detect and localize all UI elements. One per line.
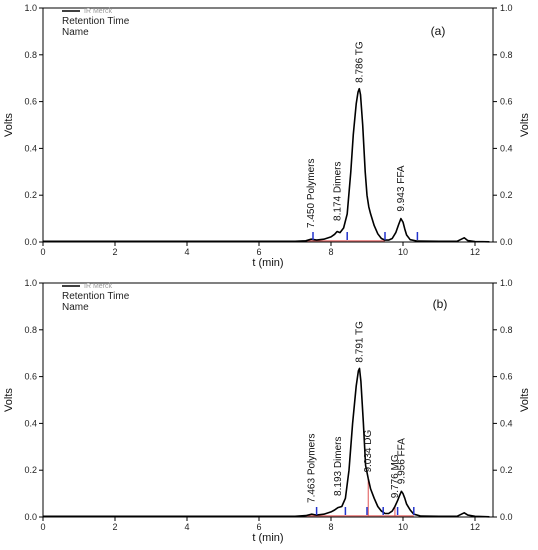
y-tick-label-right: 1.0 — [500, 3, 513, 13]
peak-label: 8.791 TG — [354, 321, 365, 363]
y-tick-label-left: 0.2 — [24, 190, 37, 200]
y-tick-label-right: 0.0 — [500, 237, 513, 247]
panel-label: (a) — [431, 24, 446, 38]
peak-label: 9.776 MG — [390, 454, 401, 498]
x-tick-label: 12 — [470, 247, 480, 257]
peak-label: 7.463 Polymers — [307, 433, 318, 502]
x-axis-label: t (min) — [252, 257, 283, 269]
y-tick-label-left: 1.0 — [24, 3, 37, 13]
y-tick-label-right: 0.6 — [500, 372, 513, 382]
x-tick-label: 4 — [184, 522, 189, 532]
x-tick-label: 10 — [398, 247, 408, 257]
legend-retention-time: Retention Time — [62, 16, 130, 27]
y-tick-label-left: 0.0 — [24, 512, 37, 522]
y-tick-label-left: 0.4 — [24, 418, 37, 428]
panel-label: (b) — [433, 297, 448, 311]
plot-frame — [42, 282, 494, 518]
y-tick-label-left: 1.0 — [24, 278, 37, 288]
y-axis-label-left: Volts — [3, 388, 15, 412]
legend-name: Name — [62, 302, 89, 313]
chromatogram-trace — [43, 87, 490, 243]
y-tick-label-left: 0.8 — [24, 325, 37, 335]
chart-panel-a: 0 2 4 6 8 10 12 0.0 0.0 0.2 0.2 0.4 0.4 0.6 0.6 0.8 0.8 1… — [3, 3, 531, 269]
y-tick-label-right: 0.6 — [500, 97, 513, 107]
y-tick-label-right: 0.8 — [500, 50, 513, 60]
y-tick-label-right: 1.0 — [500, 278, 513, 288]
y-axis-label-right: Volts — [519, 113, 531, 137]
legend-series-name: IR Merck — [84, 283, 113, 290]
y-tick-label-right: 0.4 — [500, 143, 513, 153]
x-tick-label: 10 — [398, 522, 408, 532]
y-tick-label-left: 0.0 — [24, 237, 37, 247]
legend-name: Name — [62, 27, 89, 38]
peak-label: 9.034 DG — [363, 430, 374, 473]
y-tick-label-left: 0.6 — [24, 97, 37, 107]
y-tick-label-right: 0.2 — [500, 190, 513, 200]
plot-frame — [42, 7, 494, 243]
legend-series-name: IR Merck — [84, 8, 113, 15]
peak-label: 7.450 Polymers — [306, 158, 317, 227]
y-tick-label-right: 0.8 — [500, 325, 513, 335]
x-tick-label: 6 — [256, 522, 261, 532]
y-tick-label-right: 0.4 — [500, 418, 513, 428]
x-tick-label: 6 — [256, 247, 261, 257]
chart-panel-b: 0 2 4 6 8 10 12 0.0 0.0 0.2 0.2 0.4 0.4 0.6 0.6 0.8 0.8 1… — [3, 278, 531, 544]
peak-label: 9.943 FFA — [396, 165, 407, 211]
x-tick-label: 8 — [328, 522, 333, 532]
x-tick-label: 2 — [112, 247, 117, 257]
legend-retention-time: Retention Time — [62, 291, 130, 302]
y-tick-label-left: 0.6 — [24, 372, 37, 382]
y-tick-label-left: 0.8 — [24, 50, 37, 60]
x-tick-label: 12 — [470, 522, 480, 532]
peak-label: 9.956 FFA — [396, 438, 407, 484]
x-tick-label: 4 — [184, 247, 189, 257]
peak-label: 8.786 TG — [354, 41, 365, 83]
y-tick-label-right: 0.2 — [500, 465, 513, 475]
y-axis-label-left: Volts — [3, 113, 15, 137]
y-tick-label-left: 0.4 — [24, 143, 37, 153]
peak-label: 8.174 Dimers — [332, 161, 343, 220]
y-axis-label-right: Volts — [519, 388, 531, 412]
x-axis-label: t (min) — [252, 532, 283, 544]
x-tick-label: 2 — [112, 522, 117, 532]
x-tick-label: 0 — [40, 522, 45, 532]
peak-label: 8.193 Dimers — [333, 436, 344, 495]
chromatogram-trace — [43, 367, 490, 518]
y-tick-label-right: 0.0 — [500, 512, 513, 522]
y-tick-label-left: 0.2 — [24, 465, 37, 475]
x-tick-label: 0 — [40, 247, 45, 257]
x-tick-label: 8 — [328, 247, 333, 257]
